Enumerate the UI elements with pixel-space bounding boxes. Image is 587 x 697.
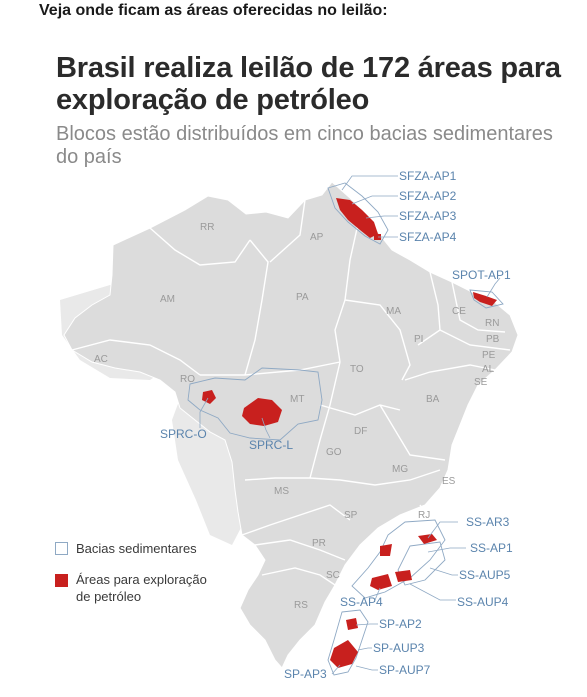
area-label-ss-ap1: SS-AP1 [470, 541, 513, 555]
area-label-sprc-l: SPRC-L [249, 438, 293, 452]
state-label: RO [180, 374, 195, 385]
infographic-subtitle: Blocos estão distribuídos em cinco bacia… [56, 123, 553, 168]
area-label-sprc-o: SPRC-O [160, 427, 207, 441]
legend-area-swatch [55, 574, 68, 587]
area-label-ss-ar3: SS-AR3 [466, 515, 510, 529]
block-ss-small [380, 544, 392, 556]
state-label: RS [294, 600, 308, 611]
state-label: SE [474, 377, 488, 388]
area-label-ss-aup5: SS-AUP5 [459, 568, 511, 582]
area-label-sfza-ap2: SFZA-AP2 [399, 189, 457, 203]
state-label: MG [392, 464, 408, 475]
legend-areas-label-line1: Áreas para exploração [76, 572, 207, 587]
state-label: ES [442, 476, 456, 487]
block-sfza [336, 198, 378, 238]
area-label-sp-aup3: SP-AUP3 [373, 641, 425, 655]
area-label-sp-ap3: SP-AP3 [284, 667, 327, 681]
state-label: AP [310, 232, 324, 243]
state-labels: RR AP AM PA MA CE RN PB PI PE AL SE AC R… [94, 222, 500, 611]
legend-basin-swatch [55, 542, 68, 555]
basin-santos-campos [351, 519, 446, 599]
state-label: SC [326, 570, 340, 581]
state-label: PB [486, 334, 500, 345]
basin-parecis [187, 367, 323, 441]
area-label-sfza-ap3: SFZA-AP3 [399, 209, 457, 223]
state-label: SP [344, 510, 358, 521]
basin-pelotas [327, 609, 369, 676]
state-label: DF [354, 426, 367, 437]
area-label-ss-ap4: SS-AP4 [340, 595, 383, 609]
area-labels: SFZA-AP1 SFZA-AP2 SFZA-AP3 SFZA-AP4 SPOT… [160, 169, 513, 681]
block-sprc-l [242, 398, 282, 426]
infographic-title: Brasil realiza leilão de 172 áreas para … [56, 52, 561, 116]
state-label: RJ [418, 510, 430, 521]
state-label: RR [200, 222, 214, 233]
state-label: AL [482, 364, 495, 375]
exploration-blocks [202, 198, 497, 668]
area-label-spot-ap1: SPOT-AP1 [452, 268, 511, 282]
block-sp-north [346, 618, 358, 630]
area-label-sfza-ap1: SFZA-AP1 [399, 169, 457, 183]
state-label: PA [296, 292, 309, 303]
brazil-landmass [63, 181, 519, 669]
state-label: MS [274, 486, 289, 497]
block-ss-ap4 [370, 574, 392, 590]
article-caption: Veja onde ficam as áreas oferecidas no l… [39, 2, 388, 19]
area-label-ss-aup4: SS-AUP4 [457, 595, 509, 609]
block-ss-aup5 [395, 570, 412, 582]
state-label: AC [94, 354, 108, 365]
block-sfza-ap4 [374, 234, 381, 240]
state-label: AM [160, 294, 175, 305]
area-label-sp-aup7: SP-AUP7 [379, 663, 431, 677]
state-label: MA [386, 306, 401, 317]
state-label: CE [452, 306, 466, 317]
area-label-sfza-ap4: SFZA-AP4 [399, 230, 457, 244]
state-label: MT [290, 394, 304, 405]
state-label: TO [350, 364, 364, 375]
state-label: PR [312, 538, 326, 549]
state-label: BA [426, 394, 440, 405]
area-label-sp-ap2: SP-AP2 [379, 617, 422, 631]
state-label: PE [482, 350, 496, 361]
legend-areas-label-line2: de petróleo [76, 589, 142, 604]
neighbor-land [172, 385, 245, 545]
leader-lines [199, 175, 501, 675]
block-sprc-o [202, 390, 216, 404]
block-ss-ar3 [418, 534, 437, 544]
state-borders [71, 199, 511, 586]
block-sp [330, 640, 358, 668]
legend-basins-label: Bacias sedimentares [76, 541, 197, 556]
block-spot [473, 292, 497, 306]
state-label: GO [326, 447, 342, 458]
basin-santos-offshore [397, 541, 446, 586]
basin-potiguar [469, 289, 504, 309]
state-label: RN [485, 318, 499, 329]
basin-outlines [187, 182, 504, 676]
state-label: PI [414, 334, 423, 345]
